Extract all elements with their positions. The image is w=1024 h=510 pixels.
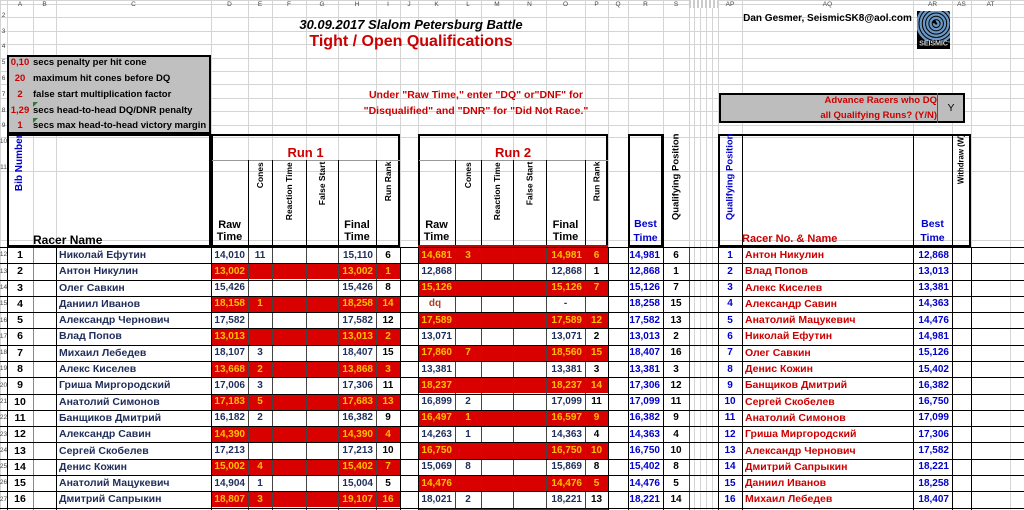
svg-text:SEISMIC: SEISMIC <box>919 38 949 47</box>
